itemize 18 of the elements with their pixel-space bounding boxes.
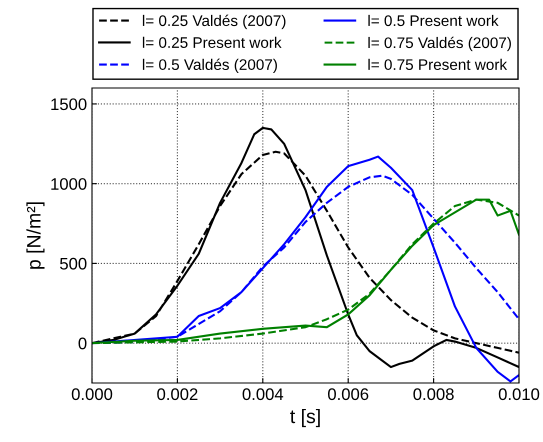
legend-label: l= 0.25 Valdés (2007) <box>142 14 286 30</box>
x-tick-label: 0.002 <box>157 388 198 400</box>
x-tick-label: 0.010 <box>498 388 540 400</box>
y-tick-label: 1000 <box>51 178 86 190</box>
x-tick-label: 0.008 <box>413 388 454 400</box>
legend-label: l= 0.5 Present work <box>368 14 499 26</box>
legend-label: l= 0.5 Valdés (2007) <box>142 58 277 74</box>
y-tick-label: 1500 <box>51 98 86 110</box>
y-axis-title: p [N/m²] <box>26 202 45 269</box>
y-tick-label: 0 <box>78 338 86 350</box>
x-tick-label: 0.004 <box>242 388 284 400</box>
x-axis-title: t [s] <box>290 408 320 428</box>
x-tick-label: 0.006 <box>328 388 368 400</box>
x-tick-label: 0.000 <box>72 388 112 400</box>
legend-label: l= 0.75 Present work <box>368 58 508 70</box>
y-tick-label: 500 <box>60 258 86 270</box>
legend-label: l= 0.25 Present work <box>142 36 282 48</box>
legend-label: l= 0.75 Valdés (2007) <box>368 36 511 52</box>
